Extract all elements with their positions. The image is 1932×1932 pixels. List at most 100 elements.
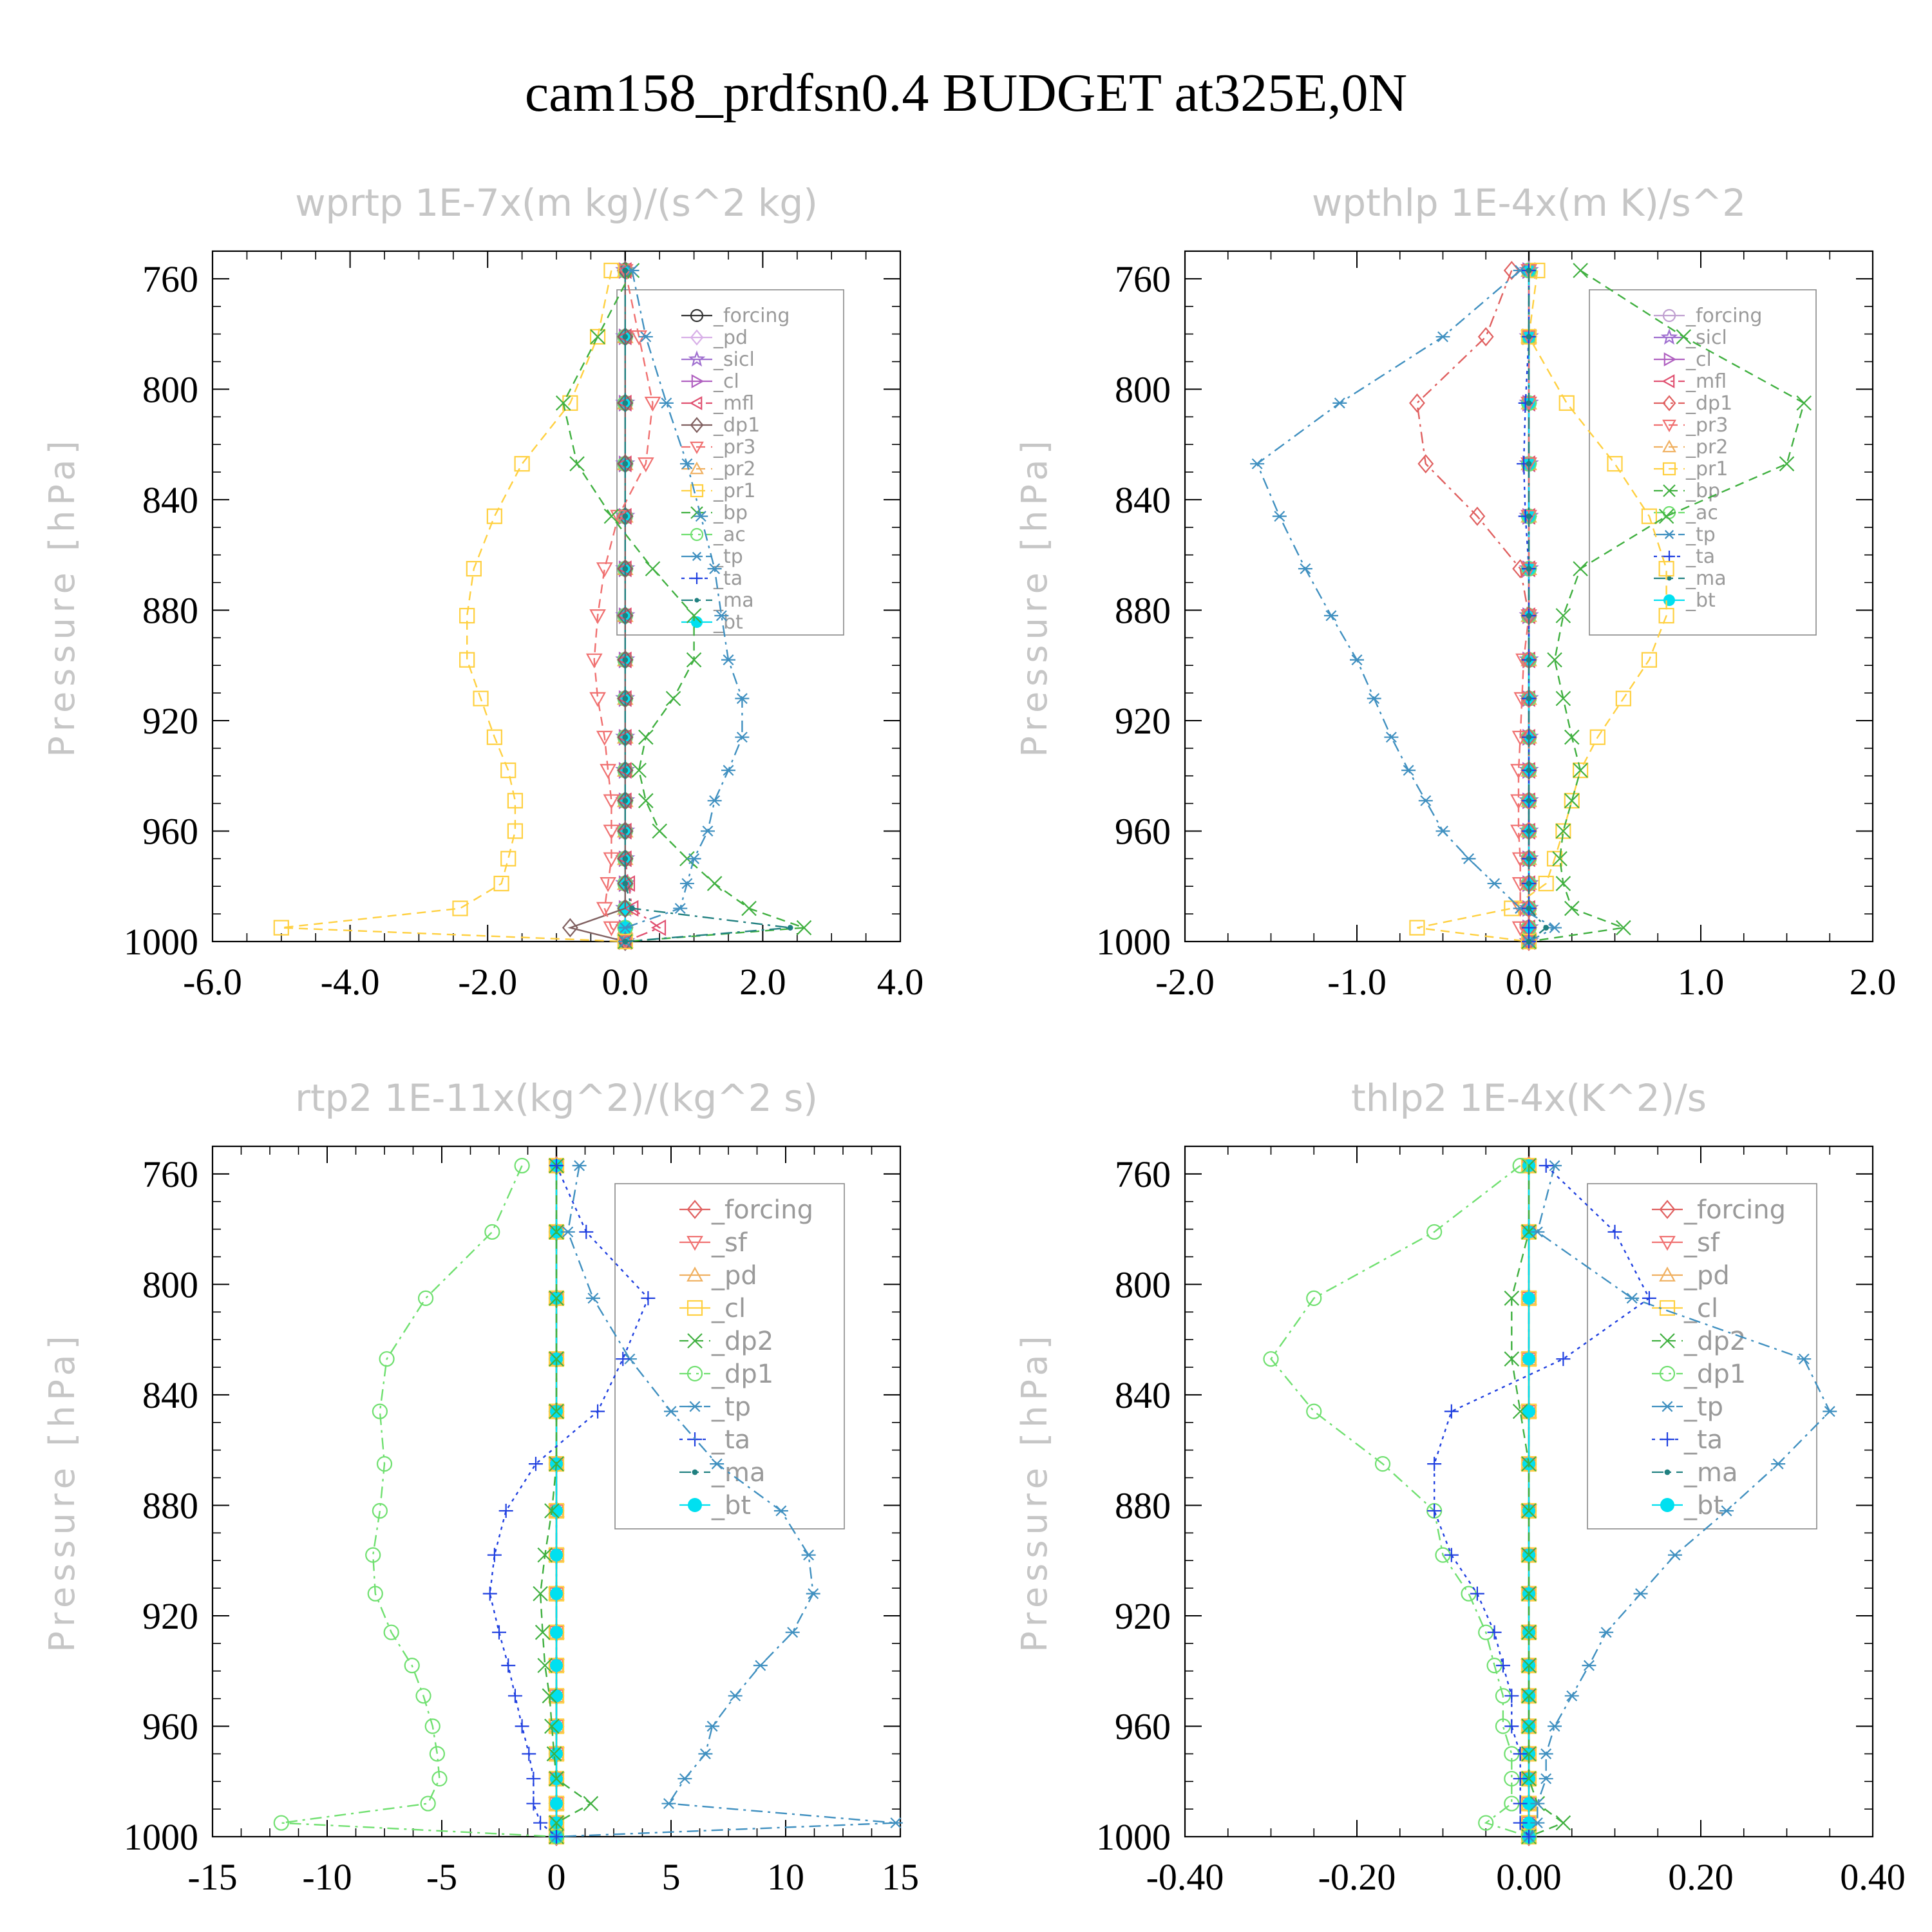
data-point — [787, 925, 793, 931]
data-point — [1543, 925, 1549, 931]
legend-marker — [1660, 328, 1678, 345]
legend-label: _pr1 — [713, 480, 755, 502]
legend-entry: _bt — [1652, 1491, 1723, 1520]
legend-entry: _pd — [681, 327, 748, 349]
data-point — [661, 1798, 676, 1810]
legend-label: _mfl — [713, 392, 754, 415]
data-point — [1504, 1351, 1520, 1367]
series-line — [562, 270, 804, 943]
data-point — [533, 1815, 548, 1830]
series-dp2 — [1504, 1158, 1571, 1844]
data-point — [1512, 1403, 1528, 1419]
data-point — [1539, 1159, 1553, 1173]
data-point — [1548, 1721, 1562, 1732]
data-point — [1384, 732, 1399, 743]
legend-label: _bt — [713, 611, 743, 634]
data-point — [1564, 729, 1580, 745]
data-point — [1526, 513, 1532, 520]
data-point — [549, 1291, 564, 1306]
data-point — [687, 853, 701, 864]
data-point — [550, 1689, 563, 1703]
legend-entry: _ac — [1654, 502, 1718, 524]
data-point — [1427, 1504, 1442, 1519]
series-ta — [482, 1159, 656, 1844]
data-point — [372, 1403, 388, 1419]
data-point — [714, 610, 729, 621]
data-point — [537, 1547, 553, 1563]
legend-box — [616, 289, 844, 636]
legend-entry: _pr3 — [681, 436, 755, 459]
data-point — [665, 690, 681, 706]
data-point — [1667, 1549, 1682, 1561]
y-tick-label: 920 — [142, 700, 198, 742]
legend-marker — [1662, 308, 1676, 323]
legend-entry: _ma — [681, 589, 754, 612]
legend-label: _ta — [1683, 1425, 1723, 1455]
data-point — [1658, 607, 1674, 624]
x-tick-label: 4.0 — [877, 961, 924, 1003]
data-point — [735, 693, 750, 705]
data-point — [1427, 1457, 1442, 1472]
data-point — [1512, 1157, 1528, 1174]
data-point — [1503, 261, 1520, 280]
data-point — [1526, 267, 1532, 274]
legend-label: _ma — [711, 1458, 765, 1488]
legend-marker — [688, 350, 706, 367]
legend-marker — [688, 1498, 702, 1512]
series-dp1 — [273, 1157, 565, 1845]
legend-marker — [690, 329, 704, 346]
panel-title: rtp2 1E-11x(kg^2)/(kg^2 s) — [295, 1076, 818, 1120]
x-tick-label: -5 — [426, 1856, 457, 1898]
data-point — [484, 1224, 500, 1240]
legend-label: _mfl — [1685, 370, 1727, 393]
legend-label: _bt — [1685, 589, 1716, 612]
legend-label: _ta — [1685, 545, 1715, 568]
legend-label: _pr3 — [1685, 414, 1728, 437]
data-point — [705, 1721, 720, 1732]
data-point — [622, 334, 629, 340]
data-point — [1573, 762, 1589, 779]
data-point — [1589, 729, 1605, 745]
data-point — [546, 1746, 562, 1762]
legend-marker — [1662, 395, 1676, 412]
data-point — [1641, 652, 1657, 668]
data-point — [549, 1224, 564, 1240]
legend-entry: _cl — [1654, 348, 1712, 371]
data-point — [500, 762, 516, 779]
data-point — [365, 1547, 381, 1563]
data-point — [1530, 1817, 1545, 1829]
legend-label: _dp1 — [711, 1359, 773, 1389]
legend-entry: _ma — [1654, 567, 1727, 590]
data-point — [1469, 506, 1486, 526]
series-dp1 — [1263, 1157, 1537, 1845]
data-point — [1477, 327, 1494, 346]
legend-label: _bp — [1685, 480, 1720, 502]
panel-title: wprtp 1E-7x(m kg)/(s^2 kg) — [295, 181, 818, 225]
data-point — [694, 511, 708, 522]
data-point — [549, 1815, 564, 1831]
data-point — [638, 793, 654, 809]
data-point — [1522, 1352, 1535, 1366]
legend-entry: _bt — [1654, 589, 1716, 612]
y-tick-label: 1000 — [1096, 921, 1171, 963]
series-line — [1417, 270, 1667, 943]
legend-label: _dp2 — [711, 1327, 773, 1356]
series-line — [281, 1165, 557, 1838]
data-point — [1521, 1456, 1537, 1472]
data-point — [560, 1226, 575, 1238]
data-point — [1526, 880, 1532, 887]
legend-entry: _pr2 — [681, 458, 755, 480]
y-tick-label: 960 — [142, 810, 198, 852]
series-line — [624, 270, 743, 942]
legend-entry: _cl — [681, 370, 739, 393]
data-point — [1298, 563, 1312, 574]
data-point — [1522, 1291, 1535, 1305]
x-tick-label: -15 — [187, 1856, 237, 1898]
legend-marker — [1659, 1365, 1676, 1382]
data-point — [526, 1796, 541, 1811]
legend-label: _pd — [713, 327, 748, 349]
series-line — [556, 1165, 896, 1838]
data-point — [773, 1505, 788, 1517]
data-point — [1263, 1351, 1279, 1367]
legend-entry: _sicl — [1654, 327, 1727, 349]
